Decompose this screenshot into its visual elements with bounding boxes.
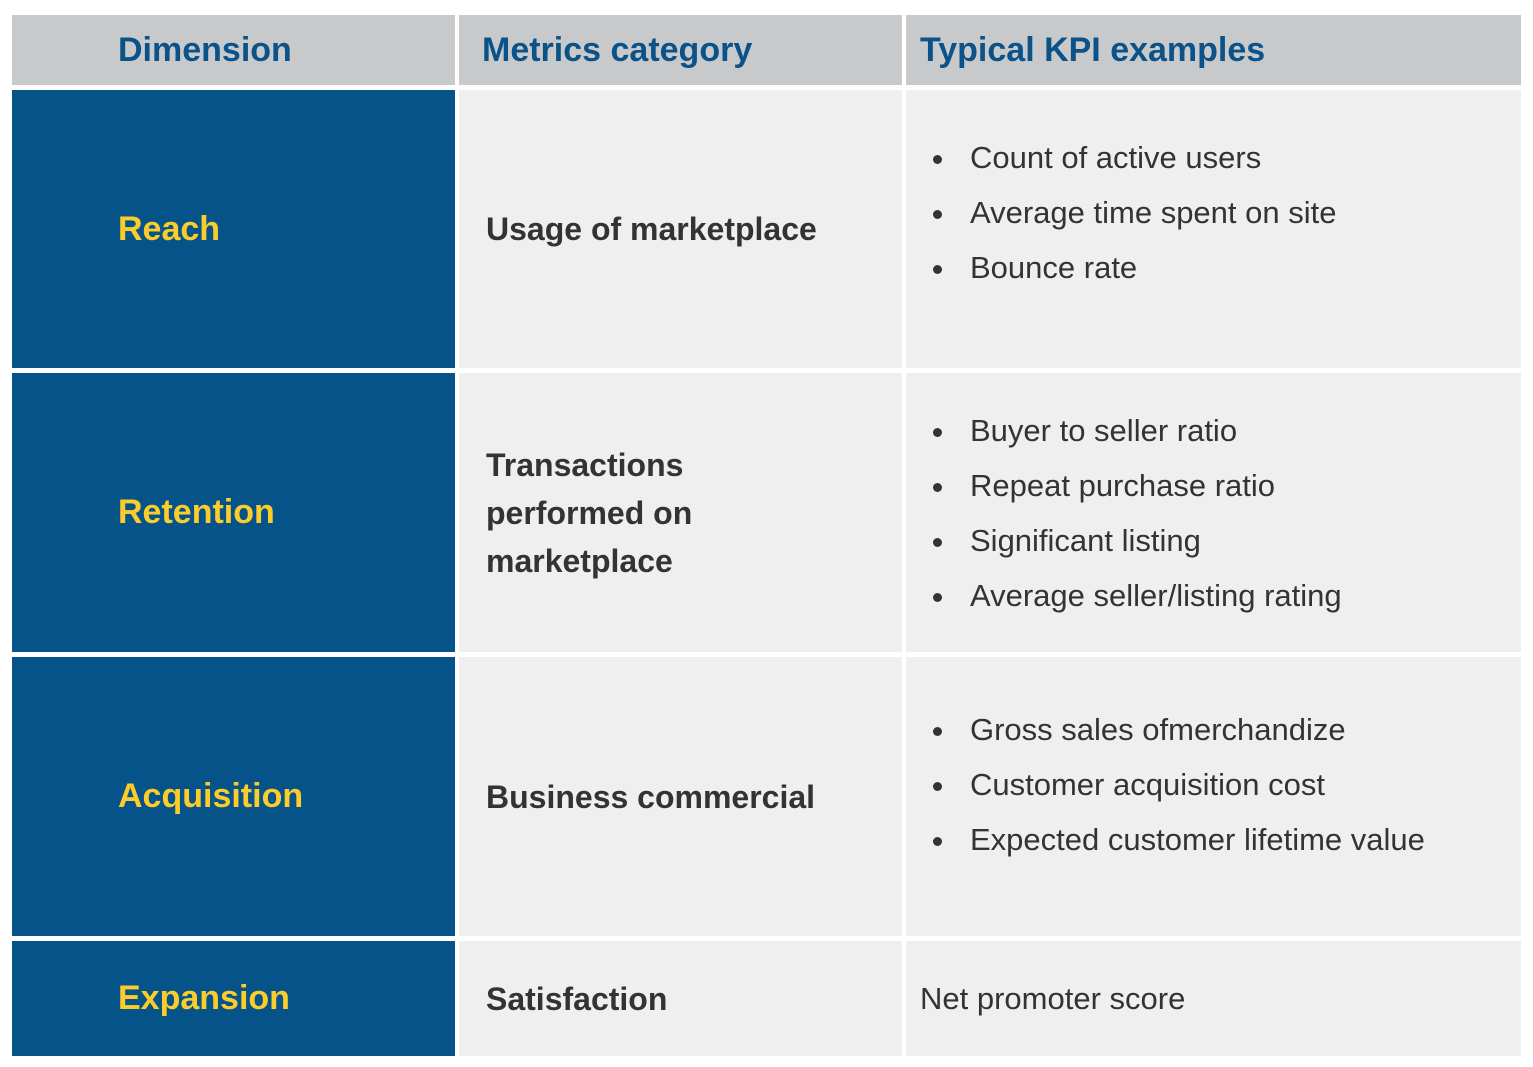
- dimension-acquisition: Acquisition: [12, 657, 455, 936]
- dimension-retention: Retention: [12, 373, 455, 652]
- kpi-cell-acquisition: Gross sales ofmerchandize Customer acqui…: [906, 657, 1521, 936]
- kpi-item: Bounce rate: [958, 240, 1336, 295]
- kpi-item: Average seller/listing rating: [958, 568, 1342, 623]
- kpi-list: Count of active users Average time spent…: [920, 130, 1336, 295]
- header-metrics-category: Metrics category: [459, 15, 902, 85]
- header-dimension: Dimension: [12, 15, 455, 85]
- kpi-cell-reach: Count of active users Average time spent…: [906, 90, 1521, 368]
- kpi-cell-expansion: Net promoter score: [906, 941, 1521, 1056]
- dimension-expansion: Expansion: [12, 941, 455, 1056]
- kpi-item: Repeat purchase ratio: [958, 458, 1342, 513]
- kpi-item: Average time spent on site: [958, 185, 1336, 240]
- category-retention: Transactions performed on marketplace: [459, 373, 902, 652]
- kpi-item: Customer acquisition cost: [958, 757, 1425, 812]
- kpi-item: Significant listing: [958, 513, 1342, 568]
- dimension-reach: Reach: [12, 90, 455, 368]
- kpi-item: Buyer to seller ratio: [958, 403, 1342, 458]
- category-acquisition: Business commercial: [459, 657, 902, 936]
- category-reach: Usage of marketplace: [459, 90, 902, 368]
- kpi-list: Gross sales ofmerchandize Customer acqui…: [920, 702, 1425, 867]
- kpi-item: Expected customer lifetime value: [958, 812, 1425, 867]
- kpi-item: Gross sales ofmerchandize: [958, 702, 1425, 757]
- kpi-item: Count of active users: [958, 130, 1336, 185]
- category-expansion: Satisfaction: [459, 941, 902, 1056]
- header-kpi-examples: Typical KPI examples: [906, 15, 1521, 85]
- kpi-cell-retention: Buyer to seller ratio Repeat purchase ra…: [906, 373, 1521, 652]
- kpi-list: Buyer to seller ratio Repeat purchase ra…: [920, 403, 1342, 623]
